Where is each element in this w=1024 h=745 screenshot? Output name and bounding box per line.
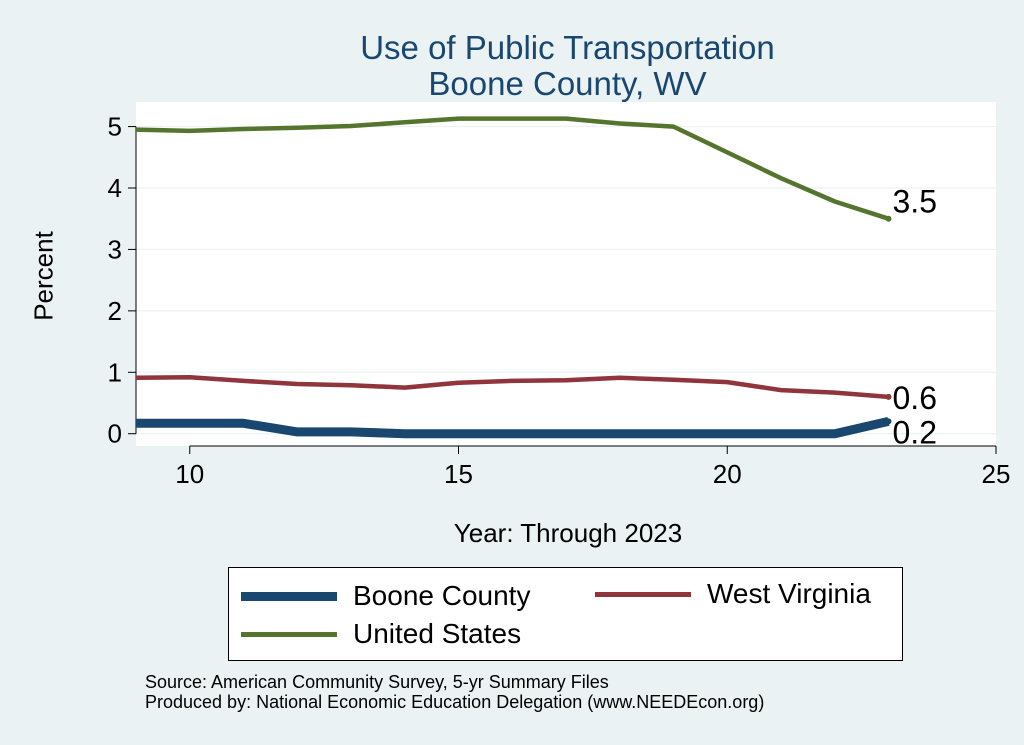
y-tick-label: 2 <box>108 296 122 326</box>
x-axis-label: Year: Through 2023 <box>453 518 683 548</box>
x-tick-label: 25 <box>982 459 1011 489</box>
end-marker <box>885 215 892 222</box>
x-tick-label: 20 <box>713 459 742 489</box>
source-line: Source: American Community Survey, 5-yr … <box>145 672 609 692</box>
end-labels: 0.20.6 3.5 <box>885 184 937 450</box>
grid-lines <box>136 125 996 435</box>
producer-line: Produced by: National Economic Education… <box>145 692 765 712</box>
x-tick-label: 15 <box>444 459 473 489</box>
end-label: 0.6 <box>893 380 937 416</box>
y-tick-label: 5 <box>108 112 122 142</box>
legend: Boone County West Virginia United States <box>228 567 903 661</box>
legend-swatch-united-states <box>241 631 337 637</box>
x-axis: 10 15 20 25 <box>175 445 1011 489</box>
y-tick-label: 4 <box>108 173 122 203</box>
end-label: 3.5 <box>893 184 937 220</box>
legend-swatch-boone-county <box>241 591 337 601</box>
end-marker <box>885 418 892 425</box>
series-line-united-states <box>135 116 890 221</box>
end-marker <box>885 393 892 400</box>
chart-subtitle: Boone County, WV <box>428 65 707 102</box>
legend-label-united-states: United States <box>353 618 522 649</box>
legend-label-west-virginia: West Virginia <box>707 578 871 609</box>
x-tick-label: 10 <box>175 459 204 489</box>
series-lines <box>135 116 890 439</box>
legend-label-boone-county: Boone County <box>353 580 531 611</box>
y-axis-label: Percent <box>28 231 59 321</box>
end-label: 0.2 <box>893 414 937 450</box>
y-axis: 0 1 2 3 4 5 <box>108 112 137 449</box>
series-line-west-virginia <box>135 374 889 400</box>
y-tick-label: 3 <box>108 234 122 264</box>
legend-swatch-west-virginia <box>595 591 691 597</box>
legend-item-united-states: United States <box>241 618 521 650</box>
legend-item-west-virginia: West Virginia <box>595 578 871 610</box>
y-tick-label: 0 <box>108 419 122 449</box>
legend-item-boone-county: Boone County <box>241 580 530 612</box>
plot-area <box>136 102 996 446</box>
source-note: Source: American Community Survey, 5-yr … <box>145 672 764 712</box>
y-tick-label: 1 <box>108 357 122 387</box>
chart-title: Use of Public Transportation <box>360 29 775 66</box>
series-line-boone-county <box>136 417 890 439</box>
